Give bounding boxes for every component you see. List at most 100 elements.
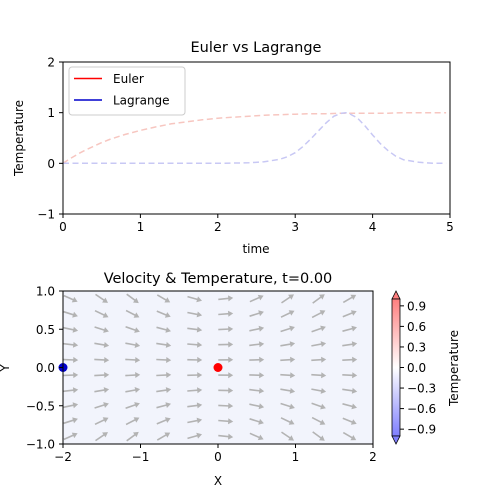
- velocity-arrow: [249, 372, 265, 379]
- velocity-arrow: [280, 310, 295, 318]
- velocity-arrow: [63, 310, 78, 318]
- velocity-arrow: [218, 295, 234, 302]
- velocity-arrow: [342, 372, 358, 379]
- velocity-arrow: [126, 293, 139, 304]
- legend-label-lagrange: Lagrange: [113, 94, 170, 108]
- legend: Euler Lagrange: [68, 66, 186, 116]
- marker-euler: [213, 363, 223, 372]
- y-axis-label: Temperature: [12, 100, 26, 177]
- series-line-lagrange: [63, 111, 447, 165]
- velocity-arrow: [249, 418, 264, 425]
- velocity-arrow: [63, 341, 79, 348]
- velocity-arrow: [249, 356, 265, 363]
- velocity-arrow: [249, 325, 265, 332]
- velocity-arrow: [280, 356, 296, 363]
- velocity-arrow: [125, 387, 141, 393]
- velocity-arrow: [94, 417, 109, 426]
- velocity-arrow: [342, 417, 357, 425]
- velocity-arrow: [187, 417, 203, 424]
- velocity-arrow: [187, 372, 203, 379]
- chart-title: Velocity & Temperature, t=0.00: [104, 271, 333, 287]
- colorbar-gradient: [391, 298, 401, 437]
- velocity-arrow: [63, 417, 78, 425]
- velocity-arrow: [218, 356, 234, 363]
- velocity-arrow: [63, 294, 78, 303]
- velocity-arrow: [95, 293, 108, 303]
- velocity-arrow: [95, 432, 108, 442]
- velocity-arrow: [63, 372, 79, 379]
- velocity-arrow: [280, 402, 295, 410]
- velocity-arrow: [156, 417, 171, 425]
- velocity-arrow: [63, 387, 79, 394]
- velocity-arrow: [249, 310, 264, 317]
- velocity-arrow: [218, 402, 234, 409]
- plot-frame: [62, 61, 451, 215]
- velocity-arrow: [187, 311, 203, 318]
- velocity-arrow: [280, 387, 296, 394]
- colorbar: 0.9 0.6 0.3 0.0 −0.3 −0.6 −0.9 Temperature: [391, 290, 461, 445]
- velocity-arrow: [311, 310, 326, 319]
- velocity-arrow: [156, 372, 172, 378]
- x-tick-label: −2: [54, 450, 72, 464]
- y-tick-label: 0.0: [36, 361, 55, 375]
- y-tick-label: 1.0: [36, 285, 55, 299]
- y-tick-label: 1: [47, 106, 55, 120]
- velocity-arrow: [249, 341, 265, 348]
- colorbar-tick-label: 0.9: [407, 299, 426, 313]
- velocity-arrow: [63, 356, 79, 363]
- y-tick-label: 0: [47, 157, 55, 171]
- velocity-arrow: [125, 372, 141, 378]
- legend-label-euler: Euler: [113, 72, 144, 86]
- colorbar-tick-label: −0.9: [407, 423, 436, 437]
- velocity-arrow: [249, 387, 265, 394]
- x-tick-label: 4: [369, 220, 377, 234]
- velocity-arrow: [281, 431, 294, 441]
- velocity-arrow: [218, 387, 234, 394]
- line-chart: Euler vs Lagrange 0 1 2 3 4 5 −1 0 1 2 time Temp…: [12, 40, 454, 256]
- velocity-arrow: [156, 402, 171, 409]
- velocity-arrow: [156, 342, 172, 348]
- velocity-arrow: [126, 431, 139, 442]
- velocity-arrow: [342, 310, 357, 318]
- velocity-arrow: [311, 388, 327, 394]
- chart-title: Euler vs Lagrange: [191, 40, 322, 56]
- velocity-arrow: [218, 326, 234, 333]
- velocity-arrow: [125, 417, 140, 426]
- velocity-arrow: [63, 432, 78, 441]
- velocity-arrow: [311, 356, 327, 363]
- velocity-arrow: [218, 372, 234, 379]
- velocity-arrow: [280, 417, 295, 425]
- velocity-arrow: [342, 431, 357, 441]
- velocity-arrow: [311, 325, 326, 333]
- velocity-arrow: [94, 342, 110, 348]
- velocity-arrow: [280, 341, 296, 348]
- velocity-arrow: [187, 402, 203, 409]
- velocity-arrow: [311, 402, 326, 410]
- x-tick-label: 2: [369, 450, 377, 464]
- velocity-arrow: [187, 295, 202, 303]
- velocity-arrow: [187, 432, 202, 440]
- velocity-arrow: [311, 416, 326, 425]
- velocity-arrow: [125, 309, 140, 318]
- velocity-arrow: [63, 326, 79, 333]
- colorbar-extend-top: [391, 290, 401, 300]
- velocity-arrow: [94, 309, 109, 318]
- velocity-arrow: [312, 431, 325, 441]
- velocity-arrow: [249, 294, 264, 303]
- x-tick-label: 0: [59, 220, 67, 234]
- y-tick-label: −0.5: [26, 399, 55, 413]
- velocity-arrow: [218, 341, 234, 348]
- velocity-arrow: [218, 418, 234, 425]
- y-tick-label: 0.5: [36, 323, 55, 337]
- velocity-arrow: [94, 326, 109, 333]
- quiver-chart: Velocity & Temperature, t=0.00 −2 −1 0 1 2 −…: [0, 271, 461, 488]
- velocity-arrow: [125, 326, 140, 333]
- velocity-arrow: [94, 372, 110, 378]
- colorbar-tick-label: 0.6: [407, 320, 426, 334]
- colorbar-label: Temperature: [447, 330, 461, 407]
- series-line-euler: [62, 111, 447, 164]
- velocity-arrow: [94, 387, 110, 393]
- colorbar-tick-label: −0.6: [407, 402, 436, 416]
- velocity-arrow: [187, 356, 203, 363]
- colorbar-tick-label: −0.3: [407, 382, 436, 396]
